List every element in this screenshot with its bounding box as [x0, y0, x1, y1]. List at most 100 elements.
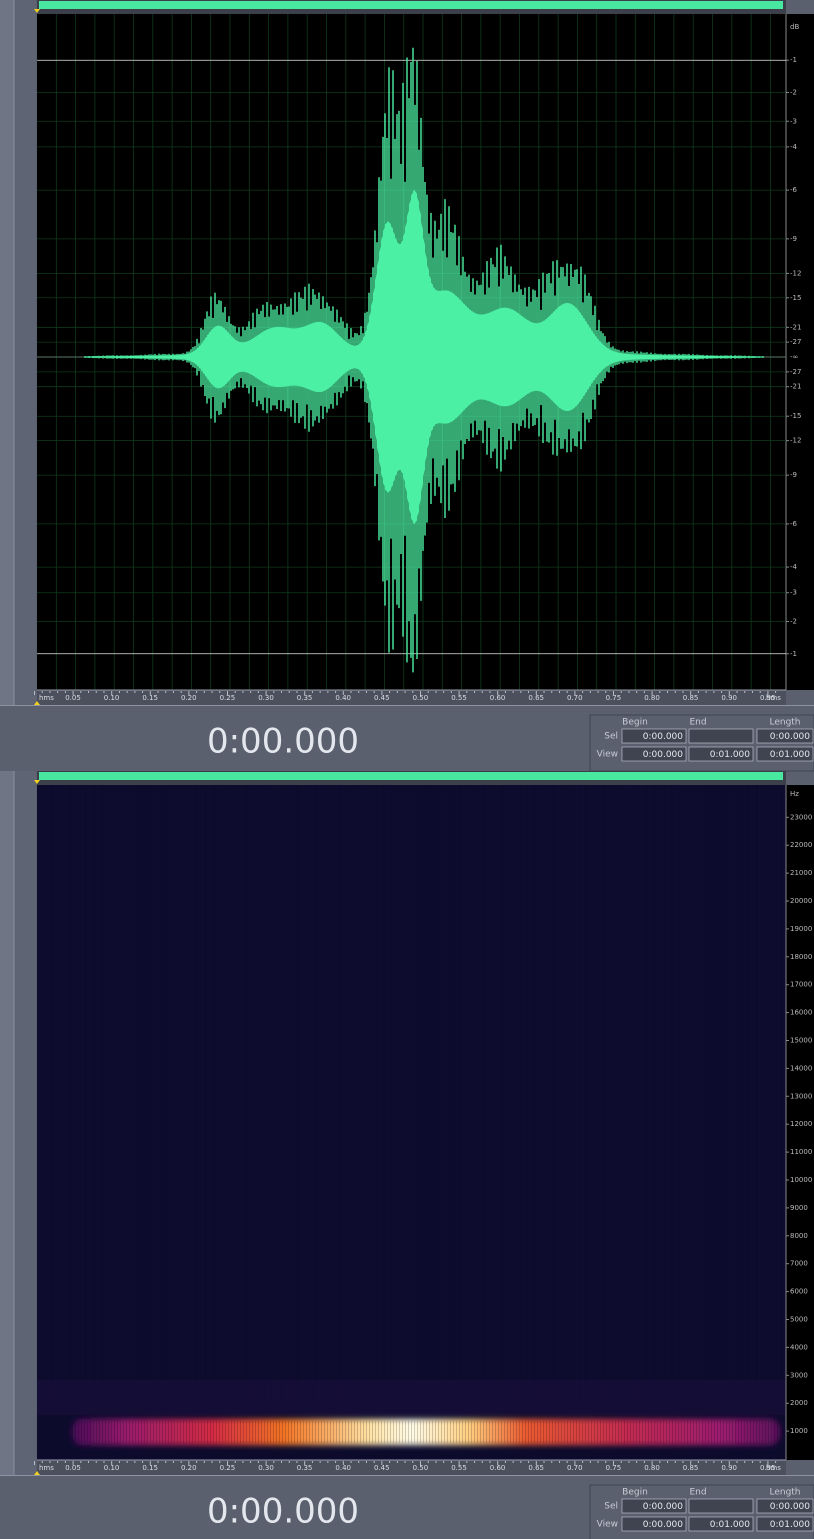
spectral-noise	[462, 785, 464, 1400]
column-header: End	[689, 718, 706, 728]
low-noise	[37, 1380, 786, 1415]
spectral-noise	[666, 785, 668, 1400]
sel-label: Sel	[604, 1502, 618, 1512]
time-tick-label: 0.35	[297, 694, 313, 702]
spectral-noise	[57, 785, 59, 1400]
spectral-noise	[324, 785, 326, 1400]
spectral-noise	[108, 785, 110, 1400]
spectral-noise	[456, 785, 458, 1400]
spectral-noise	[78, 785, 80, 1400]
column-header: Begin	[622, 718, 648, 728]
spectral-noise	[624, 785, 626, 1400]
spectral-noise	[579, 785, 581, 1400]
spectral-noise	[780, 785, 782, 1400]
hz-label: 16000	[790, 1009, 812, 1017]
spectral-noise	[738, 785, 740, 1400]
time-tick-label: 0.70	[567, 694, 583, 702]
spectral-noise	[489, 785, 491, 1400]
spectral-noise	[69, 785, 71, 1400]
db-center-label: -∞	[790, 353, 798, 361]
spectral-noise	[144, 785, 146, 1400]
time-tick-label: 0.35	[297, 1464, 313, 1472]
spectral-noise	[90, 785, 92, 1400]
spectral-noise	[507, 785, 509, 1400]
spectral-noise	[129, 785, 131, 1400]
db-label: -2	[790, 88, 797, 96]
spectral-noise	[642, 785, 644, 1400]
spectral-noise	[681, 785, 683, 1400]
spectral-noise	[363, 785, 365, 1400]
spectral-noise	[45, 785, 47, 1400]
db-label: -4	[790, 563, 798, 571]
spectral-noise	[405, 785, 407, 1400]
db-label: -2	[790, 618, 797, 626]
spectral-noise	[705, 785, 707, 1400]
spectral-noise	[735, 785, 737, 1400]
spectral-noise	[267, 785, 269, 1400]
time-tick-label: 0.30	[258, 694, 274, 702]
view-length-box	[756, 746, 814, 762]
spectral-noise	[285, 785, 287, 1400]
spectral-noise	[645, 785, 647, 1400]
hz-label: 1000	[790, 1427, 808, 1435]
db-label: -1	[790, 56, 797, 64]
hz-label: 10000	[790, 1176, 812, 1184]
sel-length: 0:00.000	[770, 732, 811, 742]
spectral-noise	[435, 785, 437, 1400]
spectral-noise	[750, 785, 752, 1400]
spectral-noise	[570, 785, 572, 1400]
spectral-noise	[255, 785, 257, 1400]
hz-label: 4000	[790, 1343, 808, 1351]
db-label: -15	[790, 294, 801, 302]
spectral-noise	[714, 785, 716, 1400]
view-label: View	[597, 750, 618, 760]
spectral-noise	[477, 785, 479, 1400]
time-tick-label: 0.85	[683, 694, 699, 702]
spectral-noise	[309, 785, 311, 1400]
time-tick-label: 0.90	[721, 694, 737, 702]
spectral-noise	[63, 785, 65, 1400]
spectral-noise	[720, 785, 722, 1400]
spectral-noise	[408, 785, 410, 1400]
spectral-noise	[717, 785, 719, 1400]
spectral-noise	[396, 785, 398, 1400]
spectral-noise	[342, 785, 344, 1400]
db-unit: dB	[790, 23, 799, 31]
time-tick-label: 0.60	[490, 1464, 506, 1472]
spectral-noise	[387, 785, 389, 1400]
spectral-noise	[312, 785, 314, 1400]
spectral-noise	[519, 785, 521, 1400]
spectral-noise	[111, 785, 113, 1400]
spectral-noise	[777, 785, 779, 1400]
hz-label: 7000	[790, 1260, 808, 1268]
spectral-noise	[618, 785, 620, 1400]
spectral-noise	[627, 785, 629, 1400]
spectral-noise	[444, 785, 446, 1400]
sel-begin-box	[621, 728, 687, 744]
spectral-noise	[708, 785, 710, 1400]
column-header: End	[689, 1488, 706, 1498]
spectral-noise	[660, 785, 662, 1400]
spectral-noise	[759, 785, 761, 1400]
hz-label: 8000	[790, 1232, 808, 1240]
spectral-noise	[678, 785, 680, 1400]
column-header: Begin	[622, 1488, 648, 1498]
spectral-noise	[774, 785, 776, 1400]
spectral-noise	[585, 785, 587, 1400]
spectral-noise	[216, 785, 218, 1400]
view-end: 0:01.000	[710, 750, 751, 760]
spectral-noise	[234, 785, 236, 1400]
spectral-noise	[183, 785, 185, 1400]
spectral-noise	[372, 785, 374, 1400]
view-end-box	[688, 746, 754, 762]
time-tick-label: 0.70	[567, 1464, 583, 1472]
spectral-noise	[732, 785, 734, 1400]
time-tick-label: 0.10	[104, 1464, 120, 1472]
spectral-noise	[582, 785, 584, 1400]
spectral-noise	[753, 785, 755, 1400]
hz-label: 13000	[790, 1092, 812, 1100]
time-tick-label: 0.80	[644, 1464, 660, 1472]
spectral-noise	[153, 785, 155, 1400]
spectral-noise	[441, 785, 443, 1400]
